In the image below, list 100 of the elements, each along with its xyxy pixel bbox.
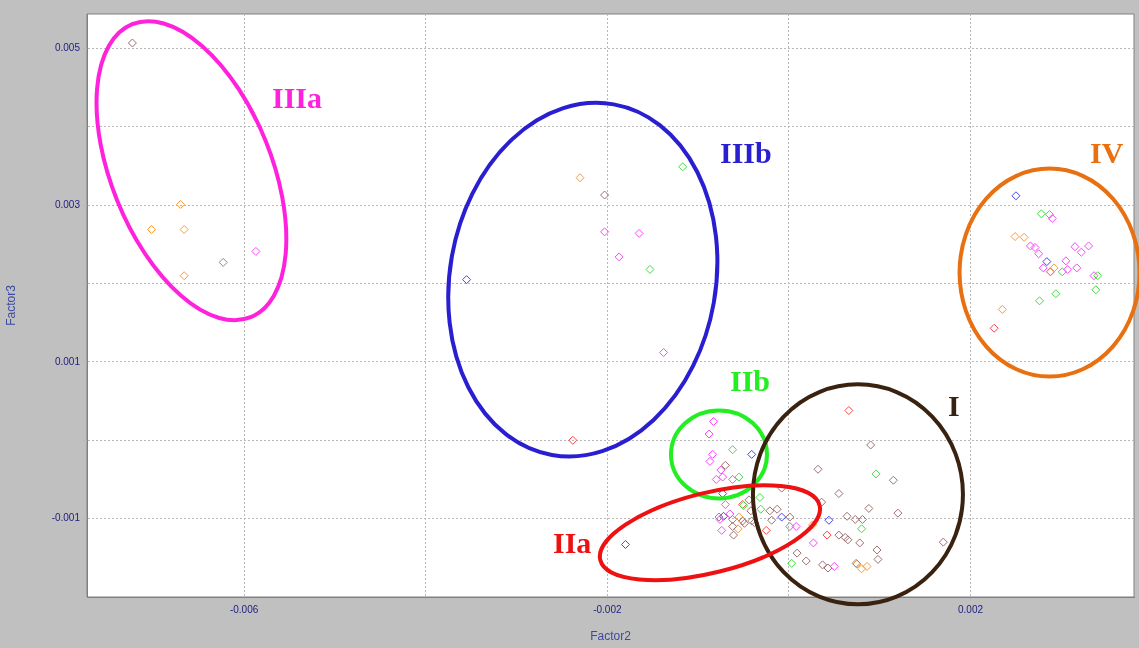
point [864,503,874,513]
point [772,504,782,514]
point [718,472,728,482]
point [1047,214,1057,224]
y-tick-label: -0.001 [51,512,81,524]
point [251,246,261,256]
point [462,275,472,285]
point [855,538,865,548]
point [709,416,719,426]
point [728,514,738,524]
point [575,173,585,183]
point [1076,247,1086,257]
point [829,561,839,571]
point [179,224,189,234]
point [705,456,715,466]
point [1030,243,1040,253]
point [787,558,797,568]
point [862,561,872,571]
point [834,530,844,540]
point [813,464,823,474]
point [842,511,852,521]
point [620,540,630,549]
point [568,435,578,445]
point [600,227,610,237]
y-tick-label: 0.001 [54,355,81,367]
point [716,465,726,475]
point [1025,241,1035,251]
point [808,538,818,548]
y-tick-label: 0.003 [54,198,81,210]
point [801,556,811,566]
point [1091,285,1101,295]
point [857,524,867,534]
point [734,472,744,482]
point [720,500,730,510]
point [600,190,610,200]
point [728,474,738,484]
point [871,469,881,479]
point [1010,232,1020,242]
point [888,475,898,485]
point [857,564,867,574]
point [728,445,738,455]
point [1061,256,1071,266]
point [728,521,738,531]
y-axis-title: Factor3 [3,284,18,326]
x-tick-label: -0.002 [593,603,622,615]
point [1093,271,1103,281]
point [634,228,644,238]
point [777,512,787,522]
point [1034,249,1044,259]
point [1011,191,1021,201]
point [678,162,688,172]
annotation: IIa [553,525,592,559]
point [822,530,832,540]
point [834,489,844,499]
point [792,548,802,558]
point [844,406,854,415]
point [866,440,876,450]
point [146,224,156,234]
point [756,504,766,514]
y-tick-label: 0.005 [54,42,81,54]
point [733,524,743,534]
point [893,508,903,518]
point [1057,267,1067,277]
point [989,323,999,333]
annotation: IIb [730,363,771,397]
point [938,537,948,547]
point [711,474,721,484]
point [824,515,834,525]
point [1036,209,1046,219]
x-tick-label: 0.002 [958,603,984,615]
point [719,511,729,521]
point [1084,241,1094,251]
annotation: IV [1090,135,1124,169]
point [791,521,801,531]
annotation: I [948,388,960,422]
point [1051,289,1061,299]
point [1045,210,1055,220]
point [1049,263,1059,273]
point [614,252,624,262]
point [765,506,775,516]
point [1019,232,1029,242]
point [1070,242,1080,252]
point [1035,296,1045,306]
point [725,509,735,519]
x-axis-title: Factor2 [590,629,632,644]
point [808,520,818,530]
point [1072,263,1082,273]
point [755,492,765,502]
point [1042,257,1052,267]
point [747,449,757,459]
point [127,38,137,48]
point [1038,263,1048,273]
point [785,521,795,531]
annotation: IIIa [272,80,323,114]
point [645,264,655,274]
point [767,515,777,525]
point [777,483,787,493]
point [708,449,718,459]
point [218,257,228,267]
point [997,304,1007,314]
